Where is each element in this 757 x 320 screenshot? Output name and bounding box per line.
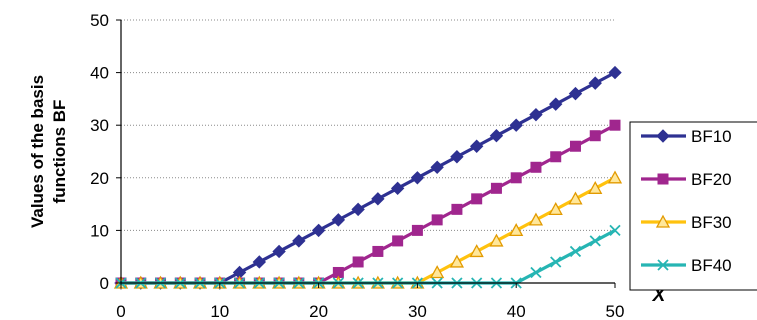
data-point-bf10-19 [489,129,504,143]
data-point-bf30-22 [548,202,563,216]
y-axis-title: Values of the basis functions BF [28,75,69,228]
legend-marker-bf40 [657,259,669,271]
data-point-bf10-11 [331,213,346,227]
legend-item-bf40: BF40 [641,256,732,275]
data-point-bf10-15 [410,171,425,185]
data-point-bf40-24 [589,235,601,247]
data-point-bf10-9 [292,234,306,248]
legend-label-bf30: BF30 [691,213,732,232]
data-point-bf10-14 [390,181,405,196]
legend-marker-bf10 [656,129,670,143]
legend-item-bf10: BF10 [641,127,732,146]
data-point-bf40-21 [530,266,542,279]
x-tick-label-5: 50 [606,302,625,320]
data-point-bf30-16 [430,265,445,279]
tick-labels: 0 10 20 30 40 50 0 10 20 30 40 50 [90,11,624,320]
data-point-bf10-17 [450,150,464,164]
data-point-bf30-21 [528,212,544,226]
data-point-bf20-13 [372,245,384,257]
data-point-bf20-18 [471,193,483,205]
y-axis-title-line-2: functions BF [50,100,69,204]
data-point-bf10-24 [588,76,602,90]
legend-marker-bf30 [655,214,671,228]
data-point-bf10-18 [469,139,484,153]
y-tick-label-5: 50 [90,11,109,30]
data-point-bf30-20 [509,223,524,237]
data-point-bf20-14 [392,235,404,247]
legend-item-bf30: BF30 [641,213,732,232]
gridlines [121,19,615,231]
data-point-bf10-13 [371,192,385,206]
x-tick-label-3: 30 [408,302,427,320]
data-point-bf30-19 [489,233,504,247]
legend-label-bf40: BF40 [691,256,732,275]
legend-box [629,121,757,291]
legend-item-bf20: BF20 [641,170,732,189]
data-point-bf20-15 [411,224,423,236]
data-point-bf30-24 [588,180,603,194]
data-point-bf40-22 [550,256,562,268]
x-tick-label-0: 0 [116,302,125,320]
data-point-bf20-20 [510,172,522,184]
data-point-bf20-19 [490,182,502,194]
data-point-bf20-22 [550,151,562,163]
x-tick-label-1: 10 [210,302,229,320]
y-axis-title-line-1: Values of the basis [28,75,47,228]
y-tick-label-2: 20 [90,169,109,188]
data-point-bf10-16 [430,160,444,174]
data-point-bf30-23 [568,191,583,205]
legend-label-bf10: BF10 [691,127,732,146]
data-point-bf40-25 [609,224,621,237]
data-point-bf10-12 [351,202,365,217]
data-point-bf20-16 [431,214,443,226]
data-point-bf10-8 [272,244,286,259]
data-point-bf20-24 [589,130,601,142]
y-tick-label-4: 40 [90,64,109,83]
data-point-bf30-25 [607,170,623,184]
data-point-bf30-17 [449,254,465,268]
y-tick-label-3: 30 [90,116,109,135]
data-point-bf20-25 [609,119,621,131]
data-point-bf20-17 [451,203,463,215]
data-point-bf10-20 [509,118,523,132]
data-point-bf20-21 [530,161,542,173]
data-point-bf10-22 [549,97,563,111]
x-tick-label-4: 40 [507,302,526,320]
axes [116,19,616,288]
data-point-bf10-23 [568,86,583,101]
legend: BF10 BF20 BF30 BF40 [629,121,757,291]
data-point-bf30-18 [469,244,484,258]
data-point-bf40-23 [569,245,582,258]
x-tick-label-2: 20 [309,302,328,320]
data-point-bf10-7 [252,255,267,269]
data-point-bf20-23 [569,140,581,152]
data-point-bf10-25 [608,65,622,80]
y-tick-label-0: 0 [100,274,109,293]
data-point-bf20-12 [352,256,364,268]
legend-marker-bf20 [657,173,669,185]
y-tick-label-1: 10 [90,221,109,240]
data-point-bf10-21 [529,107,543,122]
legend-label-bf20: BF20 [691,170,732,189]
data-point-bf10-10 [311,223,326,238]
